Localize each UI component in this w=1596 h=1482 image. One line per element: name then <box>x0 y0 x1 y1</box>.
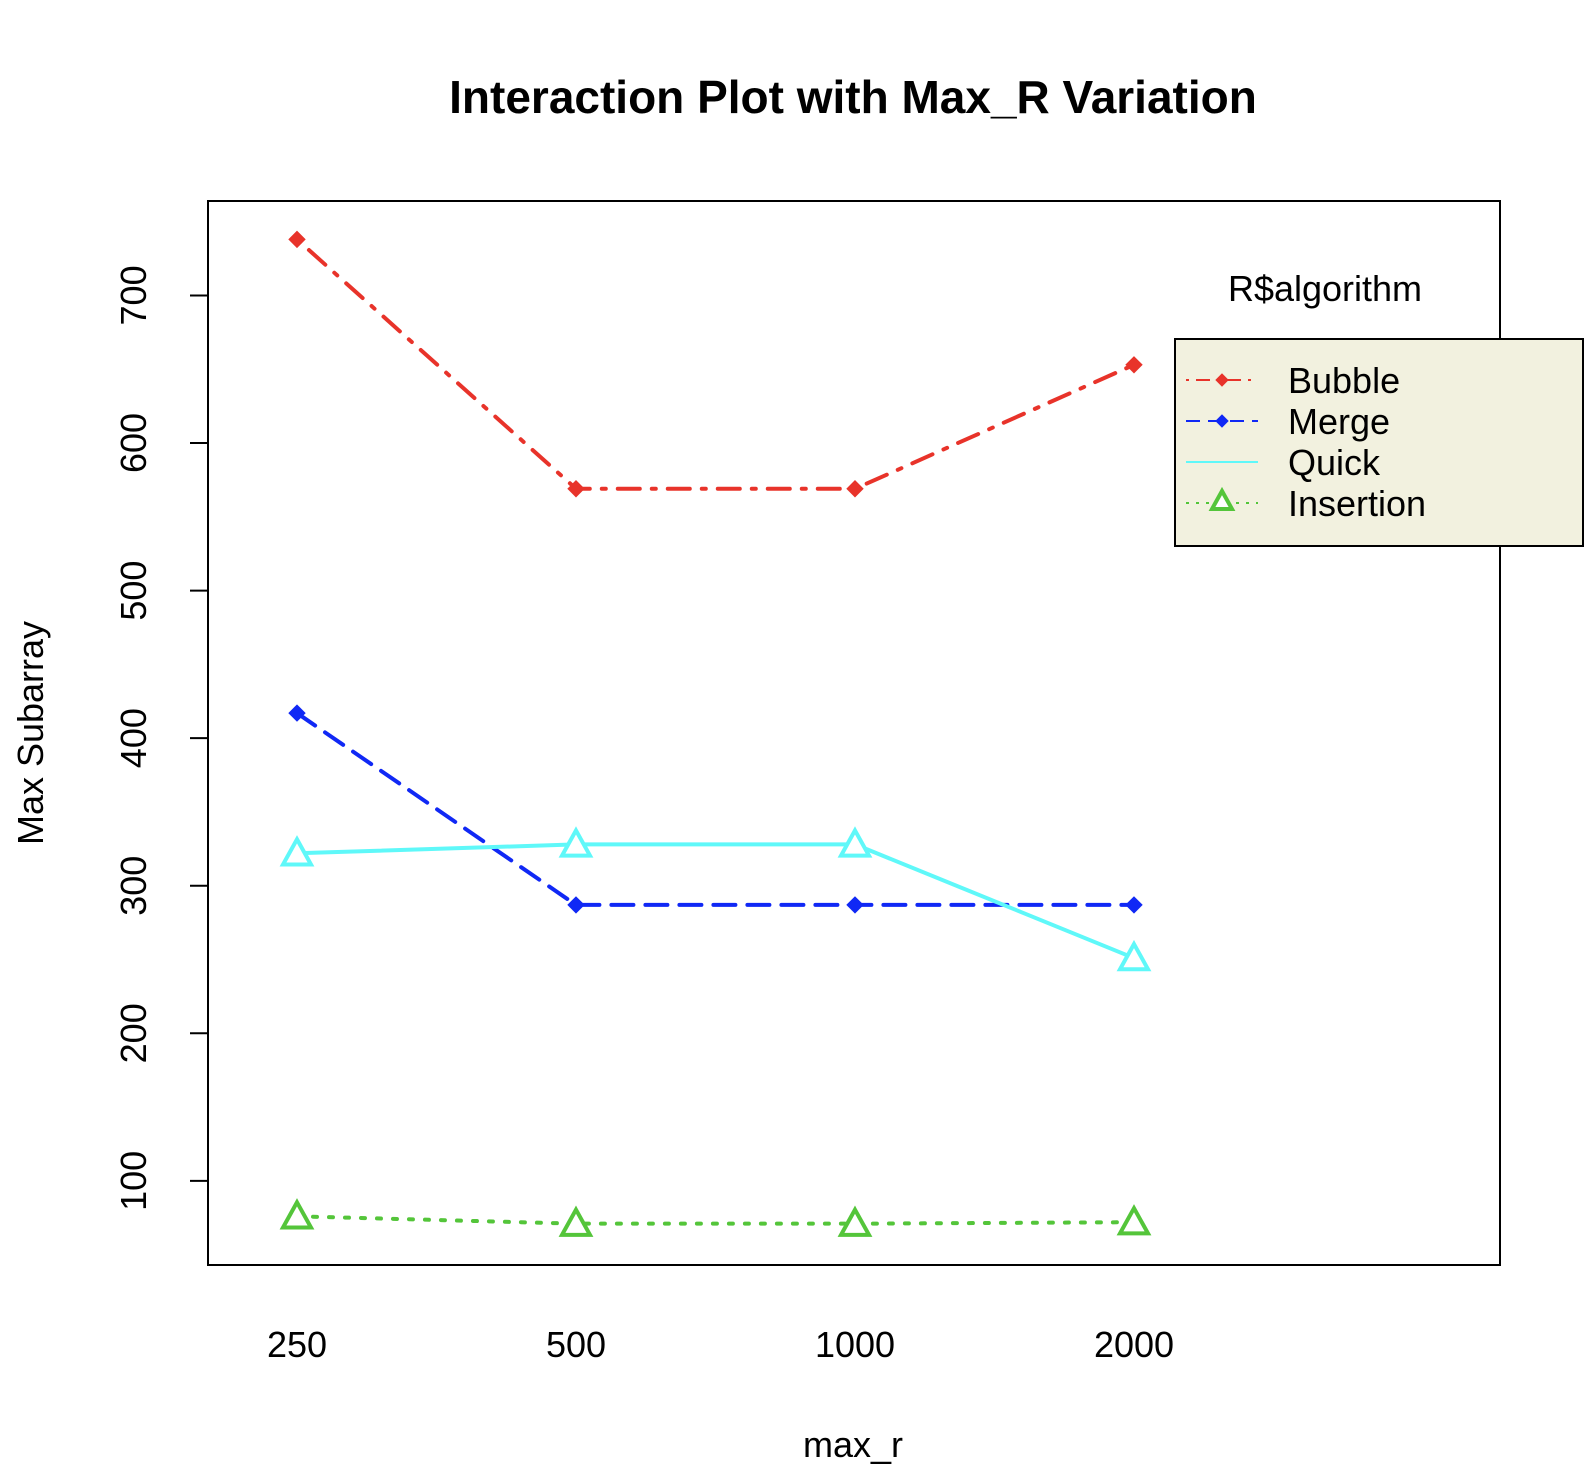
plot-frame <box>207 200 1501 1266</box>
y-tick-label-300: 300 <box>113 856 154 916</box>
point-quick-500 <box>558 826 594 858</box>
y-tick-label-700: 700 <box>113 265 154 325</box>
y-tick-label-600: 600 <box>113 413 154 473</box>
point-quick-250 <box>279 835 315 867</box>
series-quick <box>279 826 1152 972</box>
point-quick-1000 <box>837 826 873 858</box>
legend-box <box>1174 338 1584 547</box>
series-merge <box>288 704 1143 914</box>
series-line-bubble <box>295 237 1136 491</box>
legend-title: R$algorithm <box>1228 268 1422 309</box>
point-insertion-1000 <box>837 1205 873 1237</box>
y-tick-label-200: 200 <box>113 1003 154 1063</box>
series-bubble <box>288 230 1143 498</box>
x-tick-label-2000: 2000 <box>1094 1324 1174 1365</box>
series-line-insertion <box>295 1214 1136 1226</box>
series-layer <box>279 230 1152 1237</box>
legend-marker-merge <box>1215 414 1229 428</box>
y-axis: 100 200 300 400 500 600 700 <box>113 265 208 1211</box>
y-tick-label-500: 500 <box>113 561 154 621</box>
chart-title: Interaction Plot with Max_R Variation <box>449 71 1257 123</box>
series-line-quick <box>295 842 1136 961</box>
legend-marker-insertion <box>1208 486 1236 511</box>
series-insertion <box>279 1198 1152 1237</box>
x-axis: 250 500 1000 2000 <box>267 1324 1174 1365</box>
point-insertion-500 <box>558 1205 594 1237</box>
x-tick-label-250: 250 <box>267 1324 327 1365</box>
point-bubble-500 <box>567 480 585 498</box>
legend-label-insertion: Insertion <box>1288 483 1426 524</box>
y-axis-label: Max Subarray <box>10 621 51 845</box>
point-bubble-1000 <box>846 480 864 498</box>
point-merge-250 <box>288 704 306 722</box>
legend-label-bubble: Bubble <box>1288 360 1400 401</box>
x-axis-label: max_r <box>803 1424 903 1465</box>
legend-marker-bubble <box>1215 373 1229 387</box>
legend-label-merge: Merge <box>1288 401 1390 442</box>
point-quick-2000 <box>1116 939 1152 972</box>
series-line-merge <box>295 711 1136 907</box>
x-tick-label-500: 500 <box>546 1324 606 1365</box>
x-tick-label-1000: 1000 <box>815 1324 895 1365</box>
legend-label-quick: Quick <box>1288 442 1381 483</box>
point-insertion-2000 <box>1116 1204 1152 1236</box>
point-bubble-250 <box>288 230 306 249</box>
point-merge-500 <box>567 896 585 914</box>
point-merge-1000 <box>846 896 864 914</box>
point-insertion-250 <box>279 1198 315 1230</box>
y-tick-label-400: 400 <box>113 708 154 768</box>
point-bubble-2000 <box>1125 356 1143 374</box>
point-merge-2000 <box>1125 896 1143 914</box>
y-tick-label-100: 100 <box>113 1151 154 1211</box>
